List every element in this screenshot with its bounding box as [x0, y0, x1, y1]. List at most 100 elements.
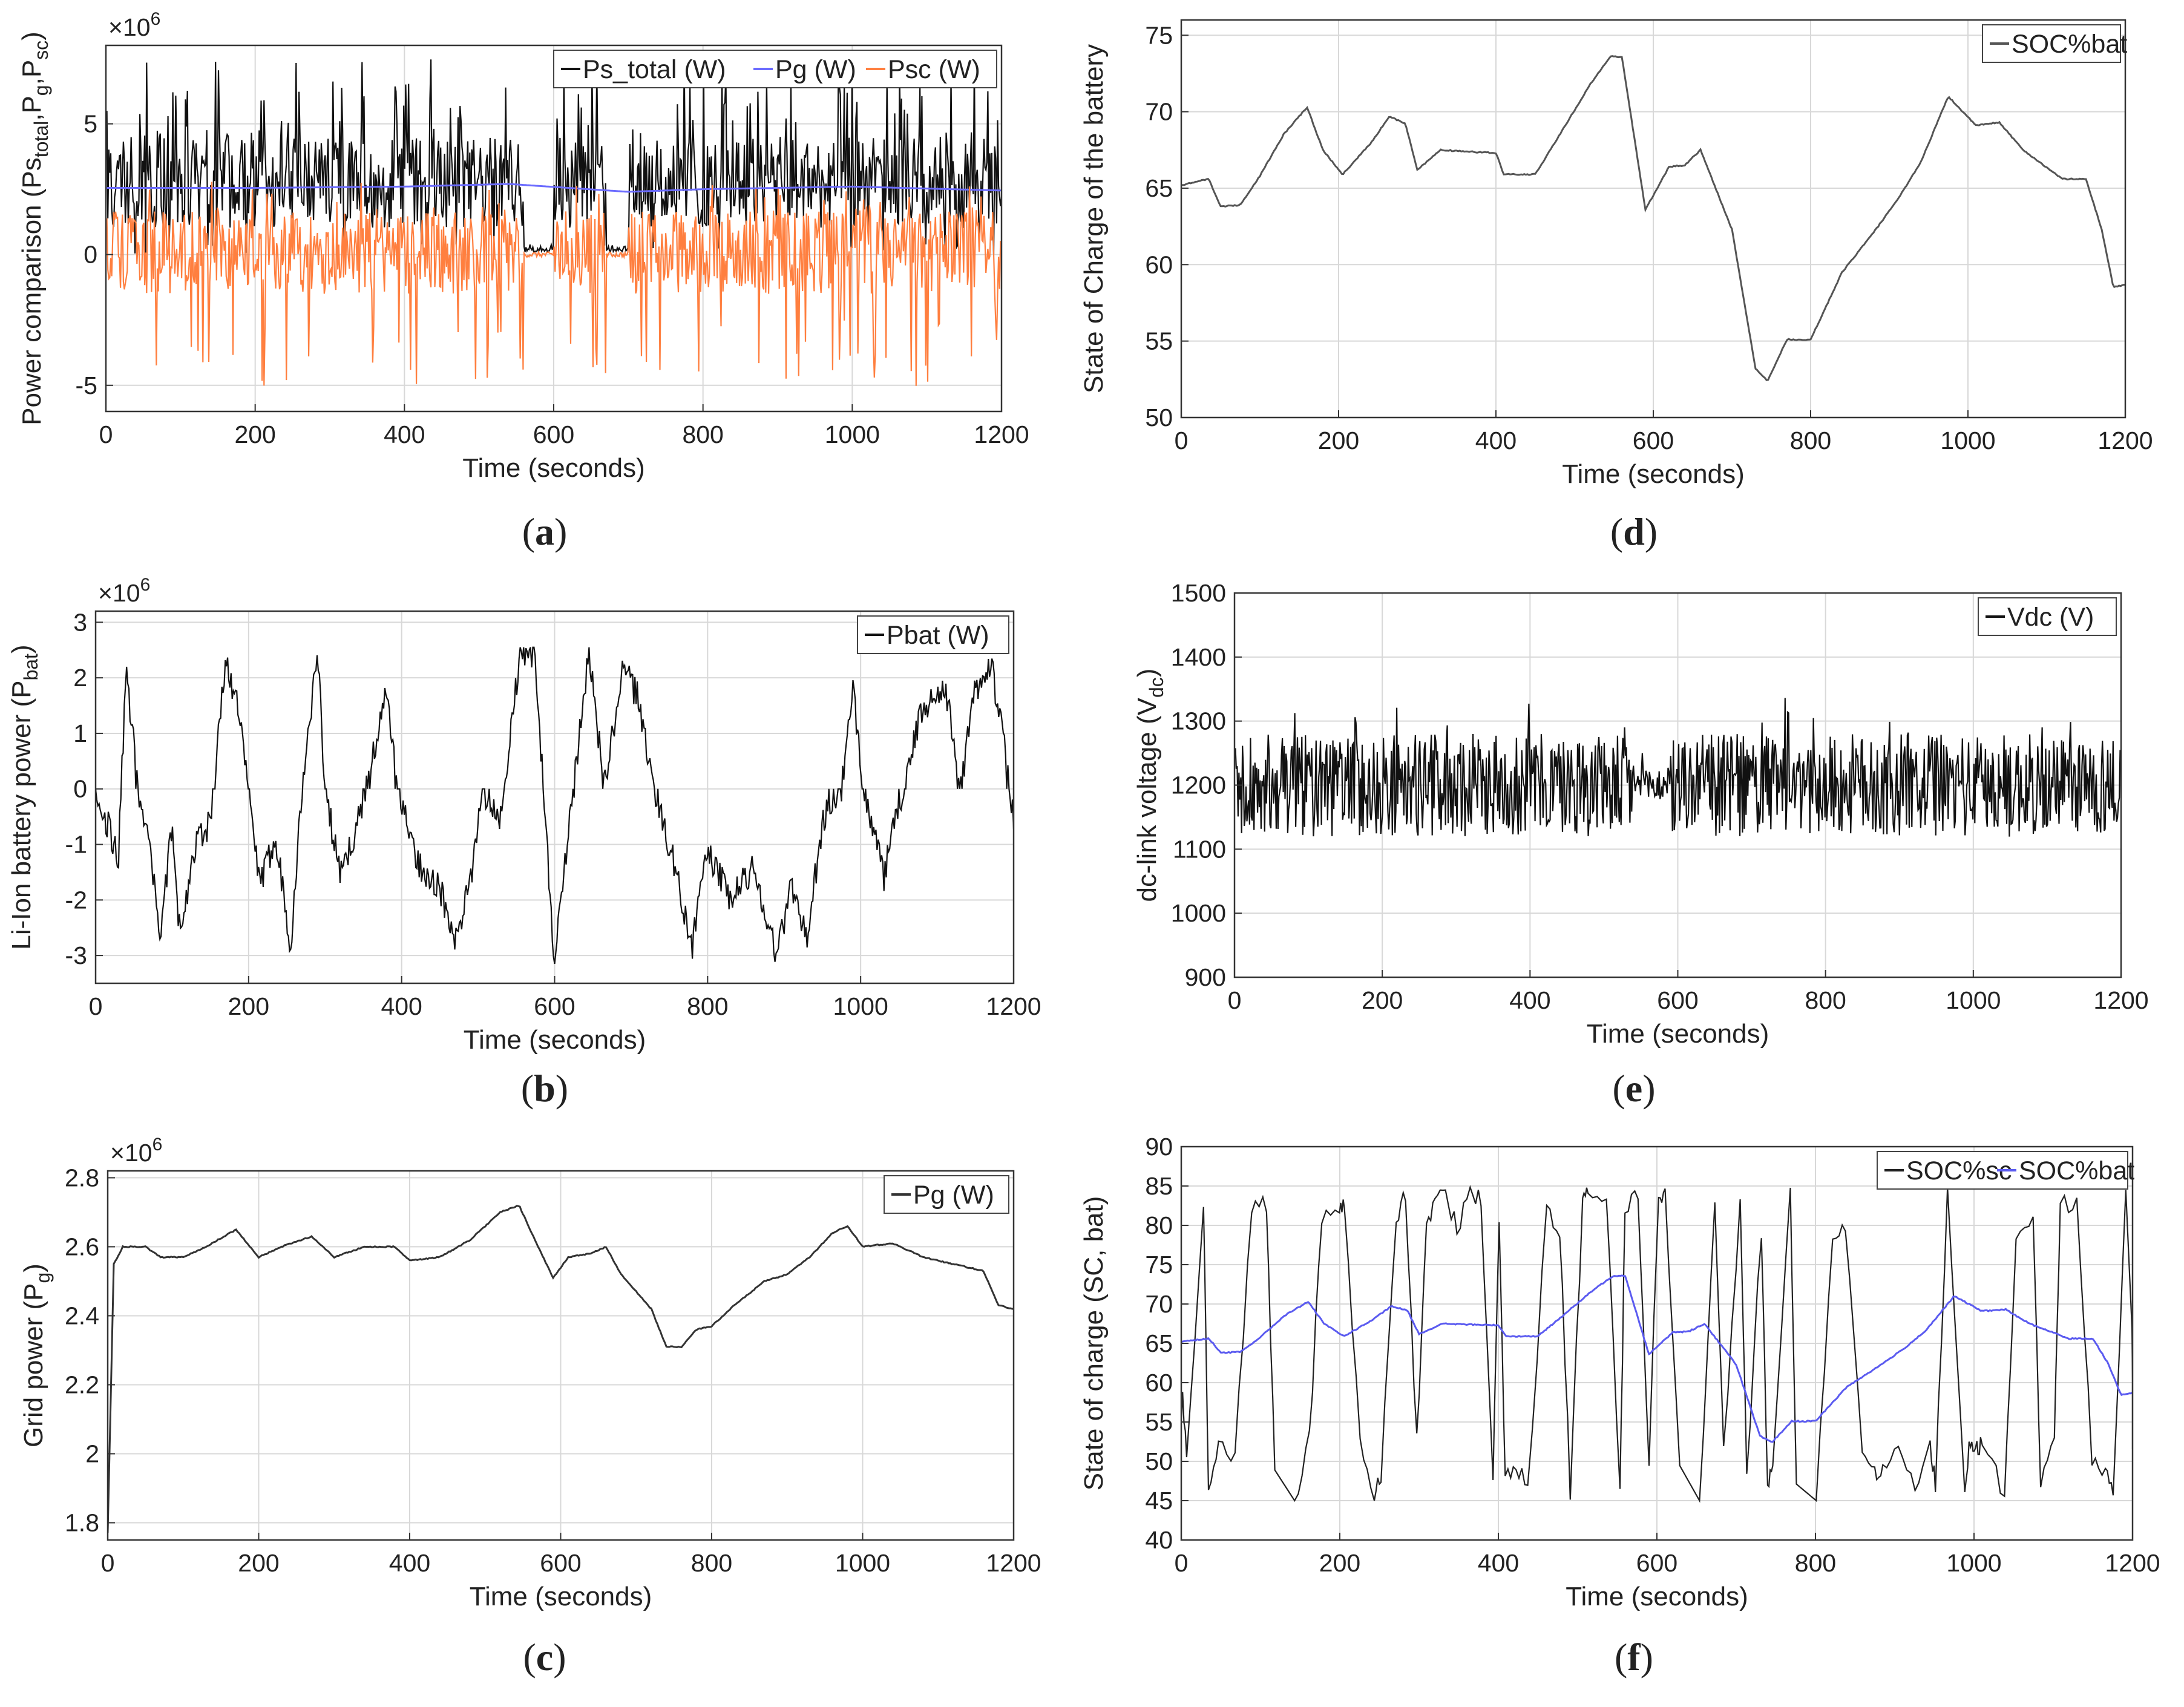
- legend-box: [553, 50, 997, 88]
- y-tick-label: 900: [1185, 963, 1226, 991]
- y-tick-label: 85: [1145, 1172, 1173, 1200]
- y-tick-label: 2.8: [65, 1164, 99, 1191]
- x-tick-label: 1200: [974, 421, 1029, 448]
- x-tick-label: 1000: [1946, 986, 2001, 1014]
- x-tick-label: 400: [1509, 986, 1550, 1014]
- x-tick-label: 400: [384, 421, 425, 448]
- legend-entry: Pbat (W): [887, 621, 989, 650]
- x-tick-label: 800: [1805, 986, 1846, 1014]
- x-axis-label: Time (seconds): [1566, 1582, 1748, 1611]
- chart-b: 0 200 400 600 800 1000 1200 -3 -2 -1 0 1 2 3 ×106 Time …: [7, 575, 1041, 1110]
- panel-caption: (d): [1610, 510, 1658, 553]
- x-tick-label: 800: [691, 1549, 732, 1577]
- y-tick-label: 80: [1145, 1211, 1173, 1239]
- y-tick-label: 2.4: [65, 1302, 99, 1329]
- x-tick-label: 800: [1790, 427, 1831, 454]
- x-tick-label: 200: [1362, 986, 1403, 1014]
- x-tick-label: 1200: [2097, 427, 2153, 454]
- x-tick-label: 0: [1175, 427, 1189, 454]
- legend-entry: SOC%bat: [2019, 1156, 2134, 1185]
- legend: Vdc (V): [1978, 597, 2117, 636]
- x-tick-label: 1000: [833, 992, 888, 1020]
- y-tick-label: 1000: [1171, 899, 1226, 927]
- chart-c: 0 200 400 600 800 1000 1200 1.8 2 2.2 2.4 2.6 2.8 ×10…: [19, 1135, 1041, 1679]
- x-tick-label: 0: [1228, 986, 1242, 1014]
- x-tick-label: 0: [101, 1549, 115, 1577]
- x-axis-label: Time (seconds): [462, 453, 645, 483]
- y-tick-label: 40: [1145, 1526, 1173, 1554]
- y-tick-label: 75: [1145, 1251, 1173, 1279]
- y-tick-label: -1: [65, 831, 87, 859]
- x-tick-label: 800: [687, 992, 728, 1020]
- y-tick-label: 0: [84, 241, 97, 269]
- x-tick-label: 800: [682, 421, 723, 448]
- y-tick-label: 70: [1145, 98, 1173, 126]
- y-tick-label: 1.8: [65, 1509, 99, 1536]
- x-tick-label: 600: [540, 1549, 581, 1577]
- x-tick-label: 400: [381, 992, 422, 1020]
- x-tick-label: 0: [99, 421, 113, 448]
- axis-exponent: ×106: [110, 1135, 162, 1167]
- x-tick-label: 200: [1318, 427, 1359, 454]
- y-tick-label: 2: [73, 664, 87, 692]
- x-tick-label: 1200: [2093, 986, 2148, 1014]
- panel-caption: (e): [1612, 1067, 1655, 1110]
- y-tick-label: 1500: [1171, 579, 1226, 607]
- x-tick-label: 1000: [1940, 427, 1995, 454]
- x-tick-label: 600: [1636, 1549, 1677, 1577]
- y-tick-label: 0: [73, 775, 87, 803]
- y-tick-label: 2.2: [65, 1371, 99, 1398]
- y-tick-label: 60: [1145, 251, 1173, 278]
- panel-caption: (c): [523, 1636, 566, 1679]
- y-tick-label: 3: [73, 608, 87, 636]
- x-tick-label: 0: [89, 992, 103, 1020]
- y-axis-label: State of charge (SC, bat): [1079, 1196, 1109, 1491]
- y-tick-label: 65: [1145, 1329, 1173, 1357]
- x-tick-label: 200: [228, 992, 269, 1020]
- legend-entry: Pg (W): [913, 1181, 994, 1210]
- y-tick-label: 50: [1145, 1447, 1173, 1475]
- y-axis-label: Power comparison (Pstotal​,Pg​,Psc​): [17, 31, 52, 425]
- y-tick-label: 1400: [1171, 643, 1226, 671]
- x-tick-label: 600: [533, 421, 574, 448]
- axis-exponent: ×106: [98, 575, 150, 607]
- series-line-pg-w-: [108, 1204, 1014, 1533]
- x-tick-label: 200: [238, 1549, 279, 1577]
- legend-entry: Pg (W): [775, 55, 856, 84]
- panel-caption: (a): [522, 510, 568, 553]
- y-tick-label: 2: [85, 1440, 99, 1467]
- x-tick-label: 200: [1319, 1549, 1360, 1577]
- series-line-pbat-w-: [96, 646, 1014, 965]
- y-tick-label: 2.6: [65, 1233, 99, 1260]
- x-tick-label: 600: [1657, 986, 1698, 1014]
- x-tick-label: 400: [1478, 1549, 1519, 1577]
- legend: SOC%sc SOC%bat: [1877, 1151, 2134, 1190]
- x-tick-label: 1000: [835, 1549, 890, 1577]
- legend: Ps_total (W) Pg (W) Psc (W): [553, 50, 997, 88]
- x-tick-label: 800: [1795, 1549, 1836, 1577]
- x-axis-label: Time (seconds): [470, 1582, 652, 1611]
- chart-d: 0 200 400 600 800 1000 1200 50 55 60 65 70 75 Time (s…: [1079, 19, 2153, 553]
- x-tick-label: 600: [534, 992, 575, 1020]
- y-tick-label: 60: [1145, 1369, 1173, 1397]
- x-tick-label: 200: [234, 421, 275, 448]
- legend-entry: Ps_total (W): [583, 55, 726, 84]
- y-tick-label: 1300: [1171, 707, 1226, 735]
- y-axis-label: State of Charge of the battery: [1079, 44, 1109, 393]
- series-line-soc-bat: [1181, 1274, 2133, 1443]
- y-tick-label: 90: [1145, 1133, 1173, 1161]
- y-tick-label: 5: [84, 110, 97, 138]
- y-tick-label: 1: [73, 719, 87, 747]
- axis-exponent: ×106: [108, 9, 160, 41]
- legend: SOC%bat: [1982, 24, 2127, 63]
- x-tick-label: 1200: [2105, 1549, 2160, 1577]
- legend: Pbat (W): [857, 615, 1009, 654]
- x-axis-label: Time (seconds): [1587, 1019, 1769, 1049]
- y-tick-label: 65: [1145, 174, 1173, 202]
- legend-entry: SOC%sc: [1906, 1156, 2012, 1185]
- y-tick-label: 1200: [1171, 772, 1226, 799]
- x-tick-label: 400: [1475, 427, 1517, 454]
- x-tick-label: 400: [389, 1549, 430, 1577]
- y-tick-label: 45: [1145, 1487, 1173, 1515]
- x-tick-label: 600: [1633, 427, 1674, 454]
